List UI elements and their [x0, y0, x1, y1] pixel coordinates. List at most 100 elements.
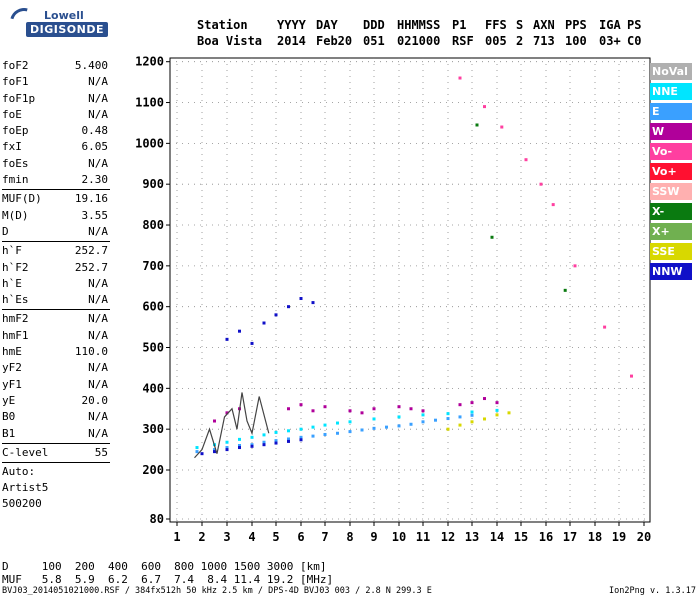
- param-row: h`F 252.7: [2, 243, 110, 259]
- data-point-x-: [490, 235, 494, 239]
- param-value: N/A: [88, 91, 108, 105]
- x-tick-label: 15: [514, 530, 528, 544]
- data-point-e: [225, 446, 229, 450]
- data-point-sse: [507, 411, 511, 415]
- separator: [2, 189, 110, 191]
- data-point-nne: [470, 410, 474, 414]
- data-point-nnw: [225, 448, 229, 452]
- data-point-w: [397, 405, 401, 409]
- param-row: h`E N/A: [2, 276, 110, 292]
- param-value: N/A: [88, 328, 108, 342]
- data-point-w: [225, 411, 229, 415]
- data-point-nnw: [262, 443, 266, 447]
- param-row: foF1 N/A: [2, 74, 110, 90]
- data-point-e: [299, 435, 303, 439]
- data-point-vo-: [539, 182, 543, 186]
- param-row: foE N/A: [2, 107, 110, 123]
- param-value: N/A: [88, 361, 108, 375]
- data-point-w: [372, 407, 376, 411]
- hdr-s-label: S: [516, 18, 524, 32]
- param-value: 55: [94, 445, 108, 459]
- data-point-vo-: [458, 76, 462, 80]
- param-name: fmin: [2, 173, 29, 187]
- param-value: N/A: [88, 107, 108, 121]
- x-tick-label: 20: [637, 530, 651, 544]
- hdr-pps-value: 100: [565, 34, 587, 48]
- hdr-axn-label: AXN: [533, 18, 555, 32]
- x-tick-label: 8: [346, 530, 353, 544]
- data-point-sse: [483, 417, 486, 421]
- param-row: foEs N/A: [2, 156, 110, 172]
- param-value: 110.0: [74, 345, 108, 359]
- y-tick-label: 200: [142, 463, 164, 477]
- hdr-p1-label: P1: [452, 18, 467, 32]
- data-point-nne: [262, 433, 266, 437]
- param-name: foEs: [2, 156, 29, 170]
- param-name: D: [2, 224, 9, 238]
- hdr-hhmmss-value: 021000: [397, 34, 441, 48]
- data-point-nne: [274, 430, 278, 434]
- data-point-w: [311, 409, 315, 413]
- data-point-nne: [195, 446, 199, 450]
- x-tick-label: 17: [563, 530, 577, 544]
- data-point-e: [348, 430, 352, 434]
- data-point-nne: [299, 427, 303, 431]
- param-value: N/A: [88, 426, 108, 440]
- param-value: 252.7: [74, 244, 108, 258]
- x-tick-label: 16: [539, 530, 553, 544]
- data-point-w: [287, 407, 290, 411]
- data-point-nnw: [250, 341, 254, 345]
- param-name: h`E: [2, 276, 22, 290]
- param-value: 5.400: [74, 59, 108, 72]
- param-name: h`Es: [2, 293, 29, 307]
- param-name: h`F: [2, 244, 22, 258]
- data-point-nnw: [287, 305, 290, 309]
- param-value: N/A: [88, 410, 108, 424]
- param-value: 252.7: [74, 260, 108, 274]
- param-value: 3.55: [81, 208, 109, 222]
- auto-label: Auto:: [2, 465, 36, 479]
- data-point-nnw: [262, 321, 266, 325]
- data-point-sse: [495, 413, 499, 417]
- param-row: hmE 110.0: [2, 344, 110, 360]
- param-name: MUF(D): [2, 192, 42, 206]
- y-tick-label: 700: [142, 259, 164, 273]
- hdr-iga-value: 03+: [599, 34, 621, 48]
- data-point-e: [274, 439, 278, 443]
- y-tick-label: 1200: [135, 55, 164, 69]
- data-point-vo-: [573, 264, 577, 268]
- x-tick-label: 3: [223, 530, 230, 544]
- y-tick-label: 300: [142, 422, 164, 436]
- data-point-e: [238, 444, 241, 448]
- param-row: yF2 N/A: [2, 360, 110, 376]
- data-point-vo-: [524, 158, 528, 162]
- param-row: B1 N/A: [2, 426, 110, 442]
- data-point-e: [421, 420, 425, 424]
- param-row: foF2 5.400: [2, 58, 110, 74]
- x-tick-label: 13: [465, 530, 479, 544]
- param-name: B1: [2, 426, 16, 440]
- hdr-pps-label: PPS: [565, 18, 587, 32]
- data-point-vo-: [500, 125, 504, 129]
- x-tick-label: 2: [198, 530, 205, 544]
- digisonde-logo: Lowell DIGISONDE: [4, 2, 128, 42]
- param-row: yE 20.0: [2, 393, 110, 409]
- hdr-ffs-value: 005: [485, 34, 507, 48]
- y-tick-label: 900: [142, 177, 164, 191]
- separator: [2, 442, 110, 444]
- x-tick-label: 19: [612, 530, 626, 544]
- legend-item-x-: X-: [650, 203, 692, 220]
- hdr-ddd-value: 051: [363, 34, 385, 48]
- data-point-e: [434, 418, 437, 422]
- y-tick-label: 800: [142, 218, 164, 232]
- data-point-e: [446, 417, 450, 421]
- parameter-panel: foF2 5.400 foF1 N/A foF1p N/A foE N/A foEp 0.48 fx…: [2, 58, 110, 512]
- data-point-nnw: [287, 439, 290, 443]
- header: Station YYYY DAY DDD HHMMSS P1 FFS S AXN…: [0, 18, 700, 52]
- x-tick-label: 10: [392, 530, 406, 544]
- param-row: fmin 2.30: [2, 172, 110, 188]
- data-point-nne: [336, 421, 339, 425]
- x-tick-label: 18: [588, 530, 602, 544]
- param-name: M(D): [2, 208, 29, 222]
